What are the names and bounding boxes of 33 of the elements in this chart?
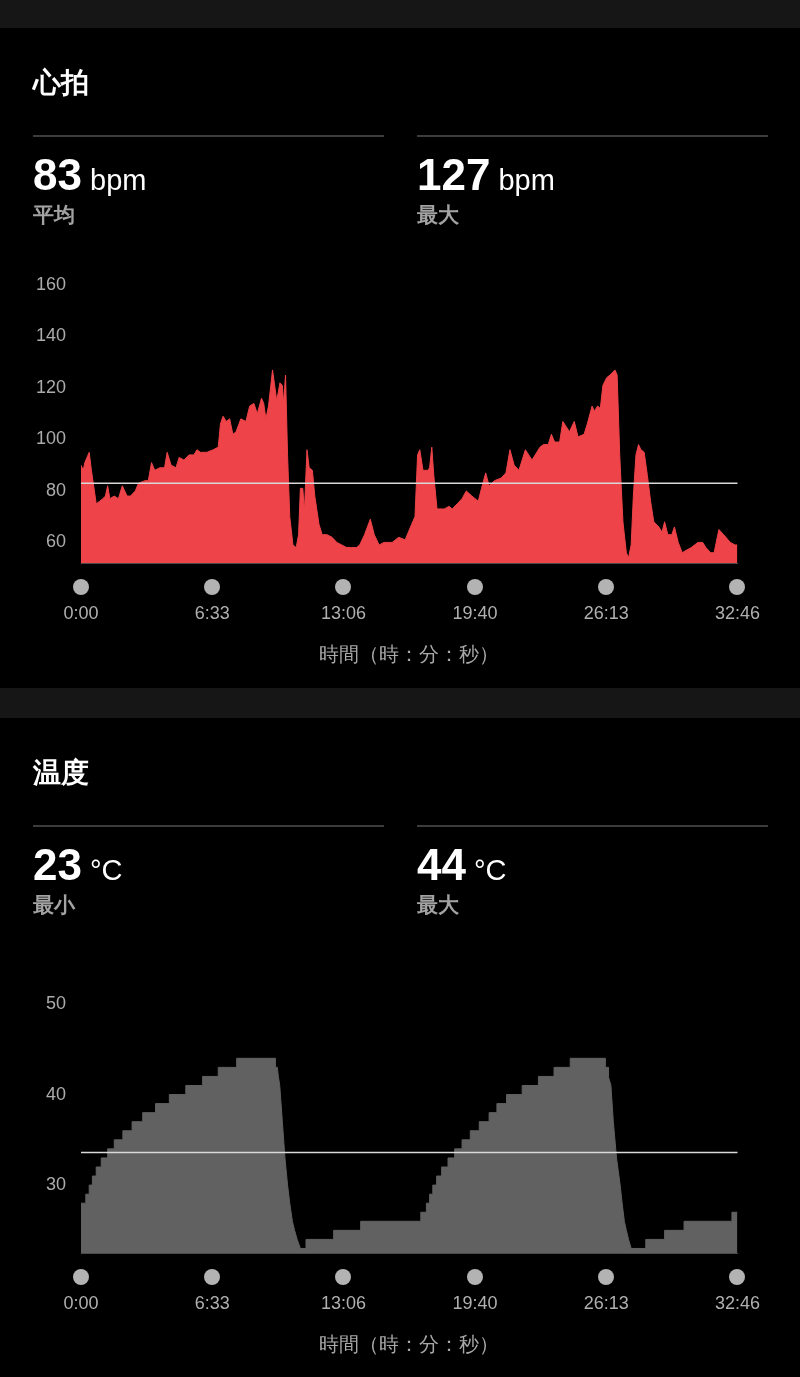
y-tick-label: 50 (45, 992, 66, 1013)
x-tick-label: 13:06 (320, 602, 366, 623)
text: 最大 (417, 892, 460, 918)
text: 127 bpm (417, 150, 555, 199)
text: 23 °C (33, 840, 123, 889)
text: 平均 (33, 202, 76, 228)
y-tick-label: 120 (35, 376, 66, 397)
text: 最大 (417, 202, 460, 228)
chart-title: 温度 (33, 756, 89, 790)
x-tick-label: 0:00 (63, 1292, 99, 1313)
x-tick-label: 26:13 (583, 602, 629, 623)
x-axis-title: 時間（時：分：秒） (319, 1332, 500, 1355)
x-tick-label: 6:33 (194, 602, 230, 623)
x-tick-label: 6:33 (194, 1292, 230, 1313)
x-tick-label: 19:40 (452, 1292, 498, 1313)
x-tick-label: 32:46 (714, 602, 760, 623)
text: 最小 (33, 892, 76, 918)
x-tick-label: 0:00 (63, 602, 99, 623)
y-tick-label: 160 (35, 273, 66, 294)
y-tick-label: 100 (35, 428, 66, 449)
text: 44 °C (417, 840, 507, 889)
text: 83 bpm (33, 150, 147, 199)
y-tick-label: 40 (45, 1083, 66, 1104)
y-tick-label: 140 (35, 325, 66, 346)
x-tick-label: 19:40 (452, 602, 498, 623)
x-tick-label: 26:13 (583, 1292, 629, 1313)
chart-title: 心拍 (33, 66, 89, 100)
y-tick-label: 60 (45, 531, 66, 552)
y-tick-label: 30 (45, 1174, 66, 1195)
x-tick-label: 32:46 (714, 1292, 760, 1313)
x-axis-title: 時間（時：分：秒） (319, 642, 500, 665)
x-tick-label: 13:06 (320, 1292, 366, 1313)
y-tick-label: 80 (45, 479, 66, 500)
